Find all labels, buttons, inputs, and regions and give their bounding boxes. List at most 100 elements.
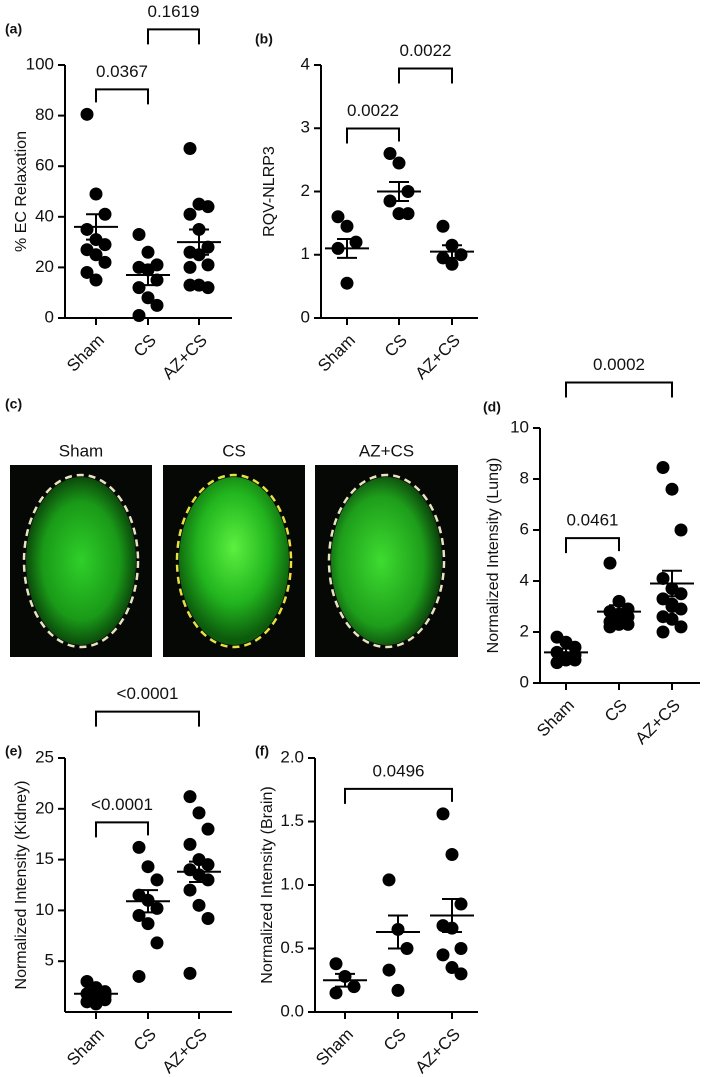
p-value: 0.1619 — [148, 2, 200, 21]
data-point — [383, 147, 397, 161]
y-tick-label: 25 — [35, 747, 54, 766]
y-tick-label: 80 — [35, 105, 54, 124]
data-point — [401, 207, 415, 221]
data-point — [150, 936, 164, 950]
data-point — [674, 523, 688, 537]
data-point — [349, 235, 363, 249]
image-label: Sham — [59, 441, 103, 460]
x-tick-label: Sham — [533, 696, 578, 741]
data-point — [98, 989, 112, 1003]
data-point — [454, 897, 468, 911]
data-point — [568, 648, 582, 662]
data-point — [445, 848, 459, 862]
p-value: <0.0001 — [117, 684, 179, 703]
data-point — [382, 963, 396, 977]
x-tick-label: Sham — [312, 1025, 357, 1070]
data-point — [201, 281, 215, 295]
error-bar — [86, 989, 106, 998]
data-point — [436, 948, 450, 962]
data-point — [656, 571, 670, 585]
y-axis-label: Normalized Intensity (Brain) — [259, 786, 276, 983]
panel-label: (c) — [5, 396, 22, 412]
data-point — [80, 265, 94, 279]
y-tick-label: 1 — [301, 244, 310, 263]
data-point — [150, 298, 164, 312]
x-tick-label: AZ+CS — [411, 1025, 464, 1077]
data-point — [80, 107, 94, 121]
data-point — [436, 219, 450, 233]
significance-bracket — [344, 787, 453, 804]
data-point — [454, 248, 468, 262]
y-tick-label: 15 — [35, 849, 54, 868]
cell-outline — [327, 473, 446, 649]
data-point — [89, 187, 103, 201]
data-point — [183, 966, 197, 980]
y-axis-label: % EC Relaxation — [13, 131, 30, 252]
data-point — [665, 612, 679, 626]
y-tick-label: 0 — [301, 307, 310, 326]
significance-bracket — [398, 67, 453, 84]
data-point — [656, 461, 670, 475]
data-point — [132, 969, 146, 983]
data-point — [201, 240, 215, 254]
panel-label: (e) — [5, 743, 22, 759]
error-bar — [138, 263, 158, 287]
data-point — [183, 207, 197, 221]
error-bar — [662, 569, 682, 598]
data-point — [454, 942, 468, 955]
x-tick-label: AZ+CS — [631, 696, 684, 749]
data-point — [141, 917, 155, 931]
data-point — [445, 257, 459, 271]
y-tick-label: 2 — [520, 621, 529, 640]
cell-fluorescence — [179, 477, 289, 645]
error-bar — [335, 972, 355, 988]
x-tick-label: CS — [601, 696, 631, 726]
error-bar — [388, 914, 408, 950]
image-label: CS — [222, 441, 246, 460]
data-point — [98, 238, 112, 252]
x-tick-label: Sham — [314, 331, 359, 376]
data-point — [656, 625, 670, 639]
data-point — [183, 278, 197, 292]
significance-bracket — [346, 127, 400, 144]
y-tick-label: 4 — [520, 570, 529, 589]
x-tick-label: CS — [380, 1025, 410, 1055]
error-bar — [189, 228, 209, 256]
significance-bracket — [95, 821, 149, 838]
x-tick-label: CS — [130, 331, 160, 361]
data-point — [150, 273, 164, 287]
y-tick-label: 5 — [45, 951, 54, 970]
data-point — [132, 281, 146, 295]
data-point — [141, 245, 155, 259]
p-value: 0.0496 — [373, 761, 425, 780]
error-bar — [442, 244, 462, 259]
y-tick-label: 2 — [301, 181, 310, 200]
y-tick-label: 100 — [26, 54, 54, 73]
data-point — [132, 308, 146, 322]
y-tick-label: 0 — [520, 672, 529, 691]
data-point — [183, 837, 197, 851]
error-bar — [86, 213, 106, 241]
y-tick-label: 60 — [35, 156, 54, 175]
y-axis-label: Normalized Intensity (Kidney) — [13, 781, 30, 990]
error-bar — [442, 897, 462, 933]
data-point — [392, 156, 406, 170]
data-point — [674, 587, 688, 601]
data-point — [201, 912, 215, 926]
cell-outline — [175, 473, 293, 649]
error-bar — [189, 860, 209, 883]
data-point — [132, 840, 146, 854]
y-tick-label: 0.0 — [280, 1001, 304, 1020]
x-tick-label: Sham — [63, 331, 108, 376]
data-point — [340, 219, 354, 233]
y-tick-label: 0.5 — [280, 938, 304, 957]
error-bar — [609, 604, 629, 619]
error-bar — [337, 237, 357, 259]
data-point — [391, 983, 405, 997]
data-point — [392, 207, 406, 221]
data-point — [436, 807, 450, 821]
panel-label: (b) — [255, 31, 273, 47]
image-label: AZ+CS — [359, 441, 414, 460]
data-point — [340, 276, 354, 290]
